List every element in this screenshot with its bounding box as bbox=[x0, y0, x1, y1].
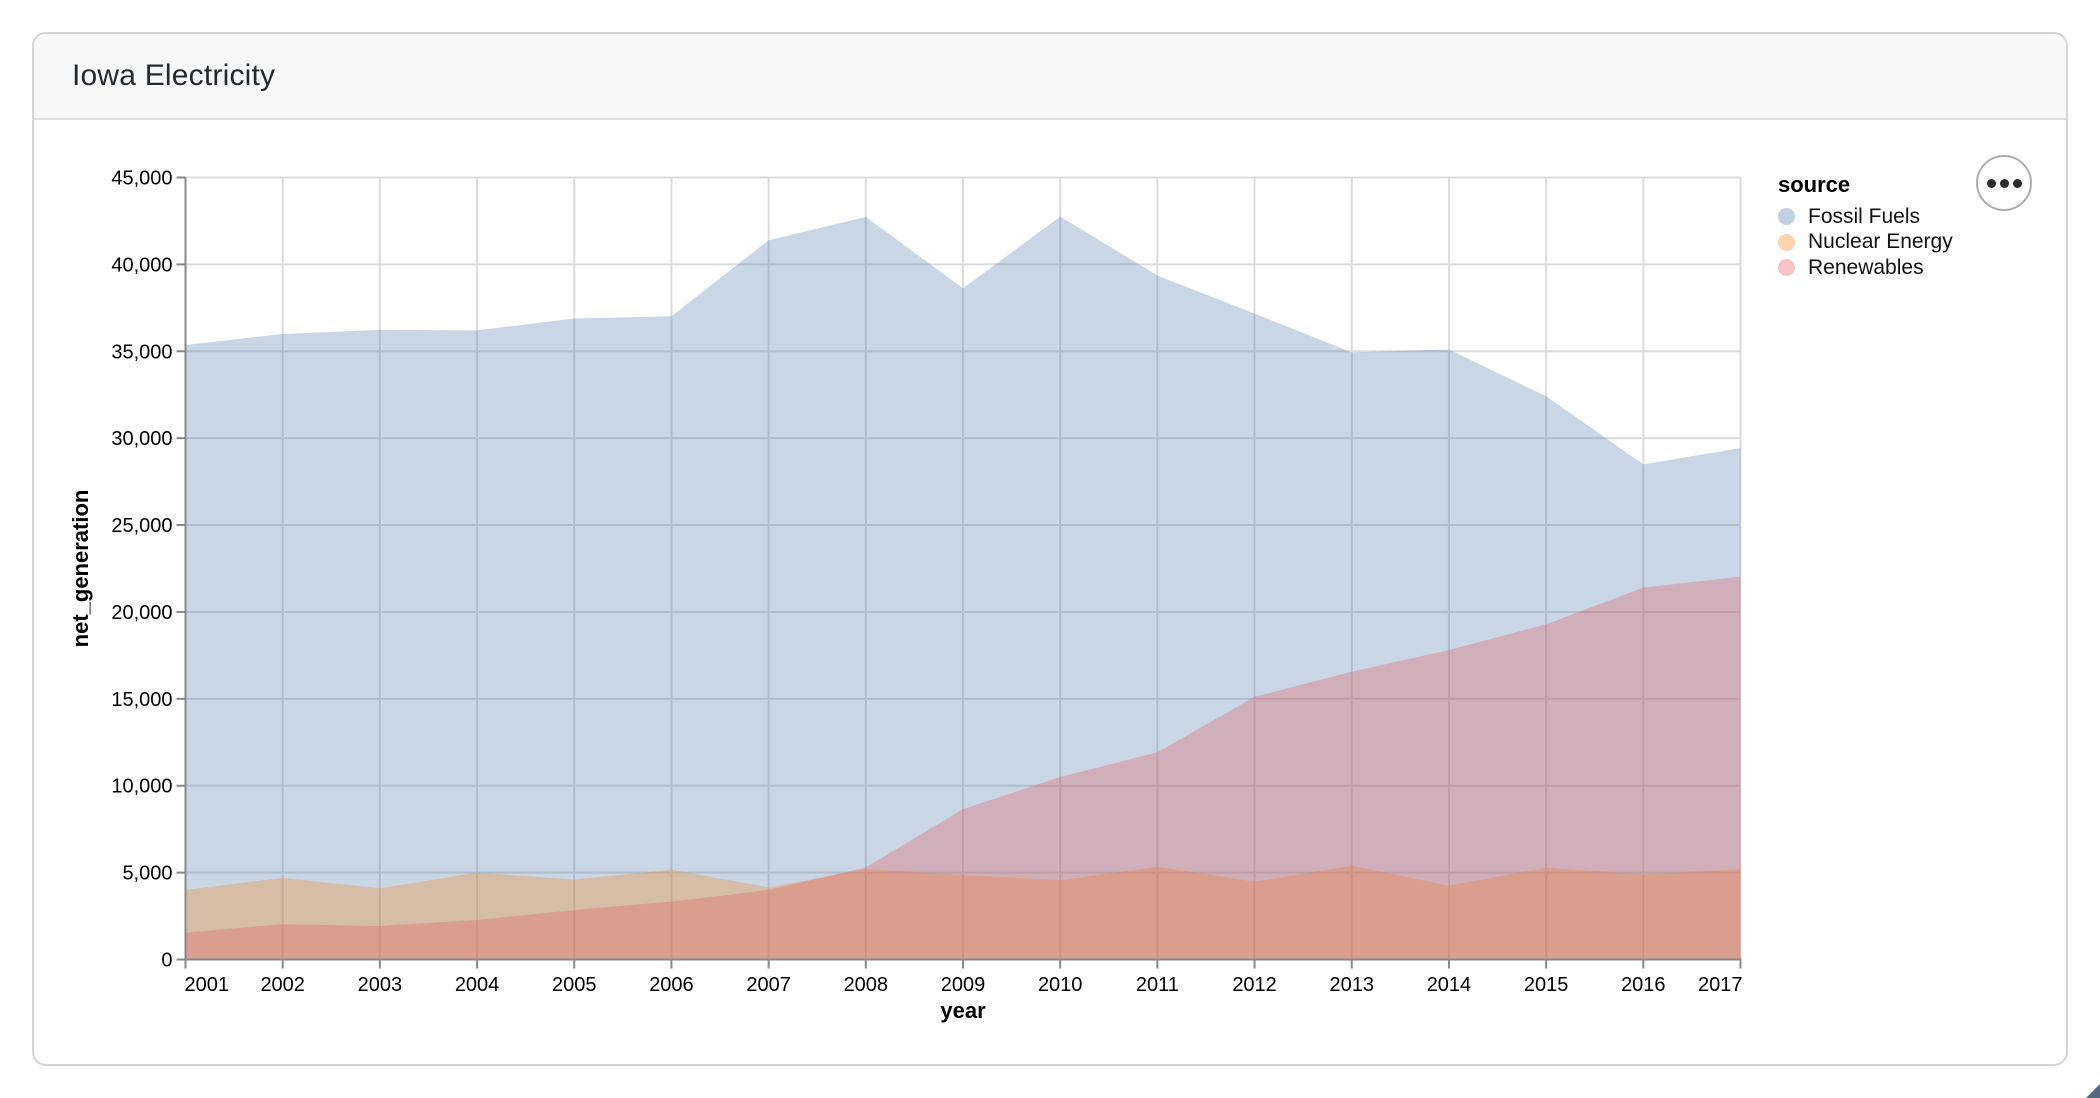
legend-swatch bbox=[1778, 208, 1795, 226]
resize-corner-decoration bbox=[2086, 1084, 2100, 1098]
legend-swatch bbox=[1778, 233, 1795, 251]
page-title: Iowa Electricity bbox=[72, 59, 276, 92]
ellipsis-icon bbox=[1999, 178, 2009, 188]
legend-title: source bbox=[1778, 172, 1851, 197]
legend-items: Fossil Fuels Nuclear Energy Renewables bbox=[1778, 204, 1953, 281]
legend-label: Nuclear Energy bbox=[1808, 230, 1953, 254]
options-button[interactable] bbox=[1976, 155, 2032, 211]
legend-label: Fossil Fuels bbox=[1808, 204, 1921, 228]
legend-item-fossil-fuels: Fossil Fuels bbox=[1778, 204, 1953, 230]
ellipsis-icon bbox=[1986, 178, 1996, 188]
card-header: Iowa Electricity bbox=[34, 34, 2066, 120]
legend-item-renewables: Renewables bbox=[1778, 255, 1953, 281]
legend: source Fossil Fuels Nuclear Energy Renewab… bbox=[1778, 172, 1953, 281]
legend-label: Renewables bbox=[1808, 255, 1924, 279]
legend-item-nuclear-energy: Nuclear Energy bbox=[1778, 230, 1953, 256]
legend-swatch bbox=[1778, 259, 1795, 277]
chart-card: Iowa Electricity bbox=[32, 32, 2068, 1066]
ellipsis-icon bbox=[2012, 178, 2022, 188]
